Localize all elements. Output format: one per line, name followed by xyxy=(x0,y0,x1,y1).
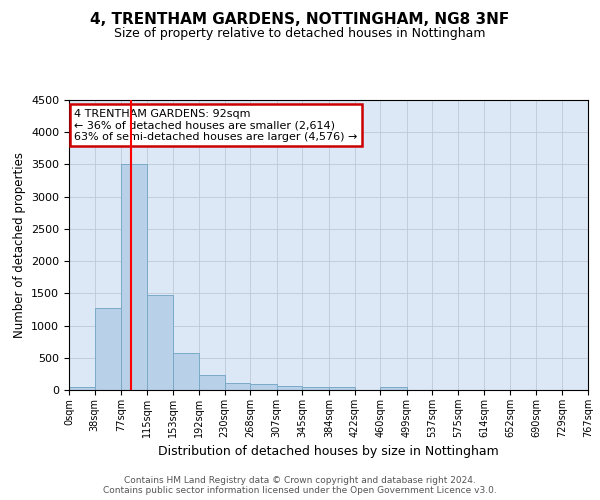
Bar xyxy=(250,384,277,390)
Y-axis label: Number of detached properties: Number of detached properties xyxy=(13,152,26,338)
Text: Contains HM Land Registry data © Crown copyright and database right 2024.
Contai: Contains HM Land Registry data © Crown c… xyxy=(103,476,497,495)
Bar xyxy=(277,386,302,390)
Text: 4, TRENTHAM GARDENS, NOTTINGHAM, NG8 3NF: 4, TRENTHAM GARDENS, NOTTINGHAM, NG8 3NF xyxy=(91,12,509,28)
Bar xyxy=(380,387,407,390)
Bar xyxy=(69,387,95,390)
Text: Size of property relative to detached houses in Nottingham: Size of property relative to detached ho… xyxy=(114,28,486,40)
Bar xyxy=(199,374,224,390)
Text: 4 TRENTHAM GARDENS: 92sqm
← 36% of detached houses are smaller (2,614)
63% of se: 4 TRENTHAM GARDENS: 92sqm ← 36% of detac… xyxy=(74,108,358,142)
Bar xyxy=(224,382,250,390)
X-axis label: Distribution of detached houses by size in Nottingham: Distribution of detached houses by size … xyxy=(158,446,499,458)
Bar xyxy=(95,308,121,390)
Bar xyxy=(173,352,199,390)
Bar xyxy=(302,388,329,390)
Bar xyxy=(329,388,355,390)
Bar xyxy=(121,164,147,390)
Bar xyxy=(147,294,173,390)
